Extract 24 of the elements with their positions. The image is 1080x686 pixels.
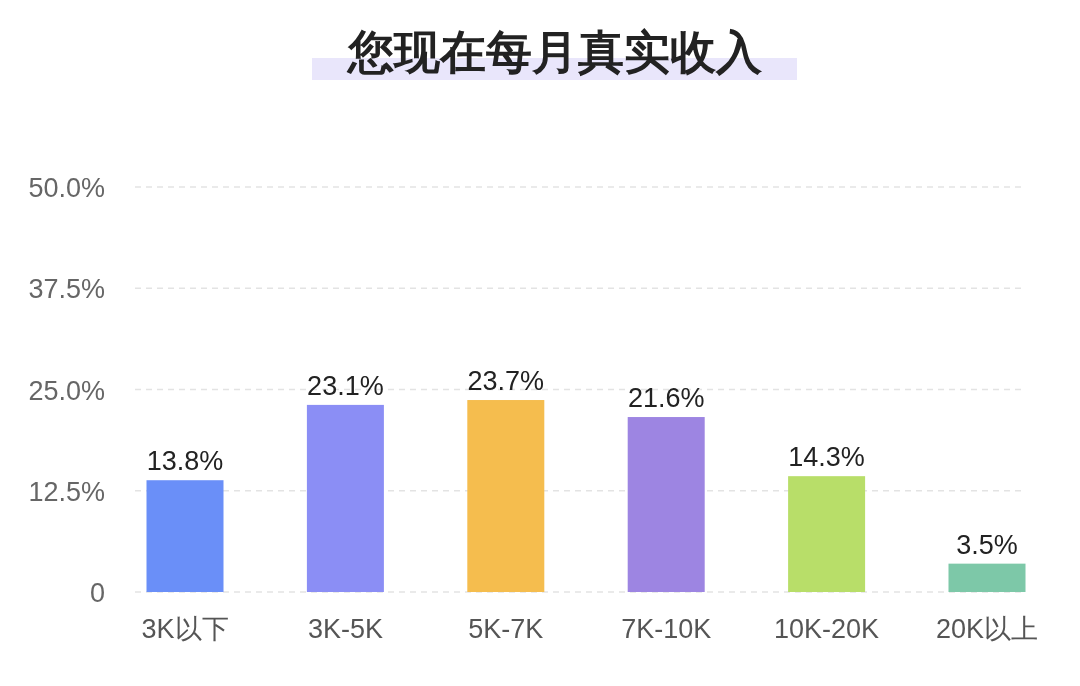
data-label: 3.5% bbox=[956, 529, 1018, 560]
data-label: 21.6% bbox=[627, 383, 705, 414]
x-tick-label: 5K-7K bbox=[468, 614, 544, 644]
x-tick-label: 3K-5K bbox=[307, 614, 383, 644]
bar bbox=[306, 404, 384, 592]
x-tick-label: 3K以下 bbox=[141, 614, 229, 644]
bar bbox=[627, 417, 705, 592]
y-tick-label: 12.5% bbox=[28, 476, 105, 507]
bar bbox=[788, 476, 866, 592]
y-tick-label: 25.0% bbox=[28, 375, 105, 406]
bar bbox=[146, 480, 224, 592]
x-tick-label: 10K-20K bbox=[774, 614, 880, 644]
bar bbox=[948, 563, 1026, 592]
y-tick-label: 37.5% bbox=[28, 274, 105, 305]
bar bbox=[467, 400, 545, 592]
chart-title: 您现在每月真实收入 bbox=[346, 26, 763, 78]
data-label: 23.1% bbox=[307, 370, 384, 401]
x-tick-label: 7K-10K bbox=[621, 614, 712, 644]
data-label: 23.7% bbox=[467, 366, 545, 397]
data-label: 14.3% bbox=[788, 442, 865, 473]
y-tick-label: 50.0% bbox=[28, 173, 105, 203]
data-label: 13.8% bbox=[146, 446, 224, 477]
y-tick-label: 0 bbox=[89, 578, 105, 608]
x-tick-label: 20K以上 bbox=[935, 614, 1039, 644]
